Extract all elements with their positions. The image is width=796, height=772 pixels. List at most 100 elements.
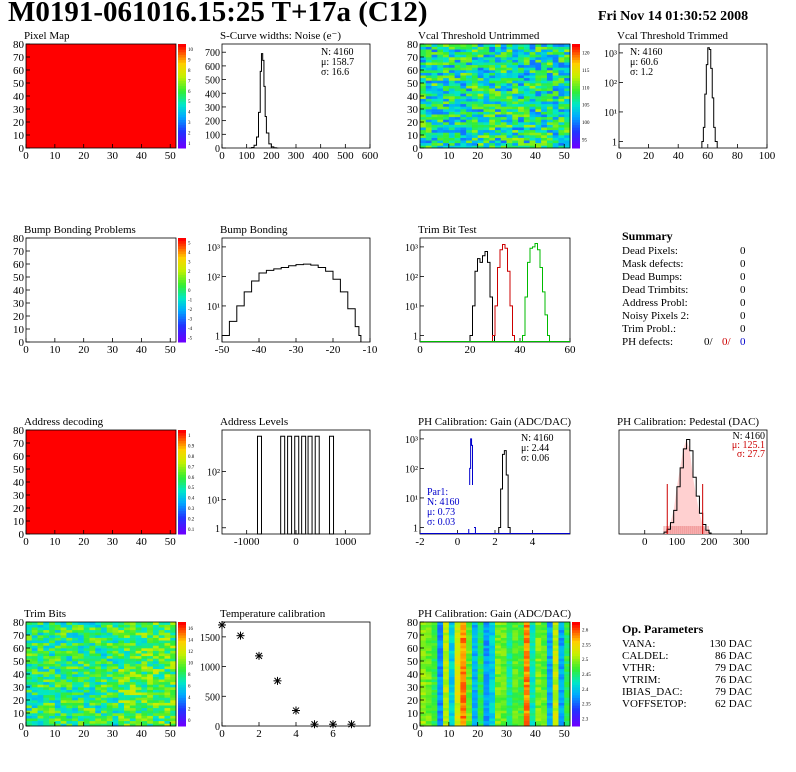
ph-defects-value: 0/: [722, 336, 731, 348]
heatmap-cell: [66, 645, 73, 649]
heatmap-cell: [431, 629, 438, 633]
heatmap-cell: [26, 666, 33, 670]
heatmap-cell: [118, 661, 125, 664]
heatmap-cell: [420, 694, 427, 698]
heatmap-cell: [31, 718, 38, 722]
heatmap-cell: [523, 44, 530, 47]
heatmap-cell: [529, 98, 536, 102]
heatmap-cell: [535, 90, 542, 94]
heatmap-cell: [471, 632, 478, 636]
heatmap-cell: [466, 707, 473, 711]
heatmap-cell: [129, 661, 136, 664]
series-line: [469, 250, 495, 342]
heatmap-cell: [471, 637, 478, 641]
heatmap-cell: [77, 632, 84, 636]
heatmap-cell: [523, 59, 530, 63]
heatmap-cell: [170, 640, 177, 644]
heatmap-cell: [437, 137, 444, 141]
heatmap-cell: [89, 632, 96, 636]
heatmap-cell: [89, 642, 96, 646]
y-tick-label: 70: [407, 52, 419, 64]
heatmap-cell: [443, 114, 450, 118]
heatmap-cell: [95, 707, 102, 711]
heatmap-cell: [448, 145, 455, 149]
heatmap-cell: [101, 668, 108, 672]
heatmap-cell: [101, 679, 108, 683]
heatmap-cell: [546, 80, 553, 84]
heatmap-cell: [425, 694, 432, 698]
heatmap-cell: [43, 692, 50, 696]
heatmap-cell: [72, 676, 79, 680]
heatmap-cell: [541, 72, 548, 76]
y-tick-label: 0: [215, 722, 220, 733]
heatmap-cell: [506, 687, 513, 690]
heatmap-cell: [483, 124, 490, 128]
heatmap-cell: [37, 629, 44, 633]
heatmap-cell: [523, 122, 530, 125]
heatmap-cell: [454, 674, 461, 677]
heatmap-cell: [420, 653, 427, 657]
heatmap-cell: [506, 62, 513, 66]
heatmap-cell: [31, 632, 38, 636]
heatmap-cell: [483, 59, 490, 63]
heatmap-cell: [506, 67, 513, 71]
heatmap-cell: [431, 124, 438, 128]
x-tick-label: 0: [616, 150, 622, 162]
colorbar-cell: [178, 471, 186, 475]
heatmap-cell: [500, 645, 507, 649]
colorbar-label: 2.45: [582, 673, 591, 678]
heatmap-cell: [95, 663, 102, 667]
heatmap-cell: [558, 705, 565, 709]
heatmap-cell: [152, 700, 159, 703]
heatmap-cell: [89, 694, 96, 698]
heatmap-cell: [112, 702, 119, 706]
heatmap-cell: [141, 637, 148, 641]
heatmap-cell: [448, 124, 455, 128]
heatmap-cell: [95, 655, 102, 659]
heatmap-cell: [535, 98, 542, 102]
heatmap-cell: [546, 44, 553, 47]
heatmap-cell: [489, 658, 496, 662]
heatmap-cell: [431, 72, 438, 76]
heatmap-cell: [118, 666, 125, 670]
heatmap-cell: [443, 122, 450, 125]
heatmap-cell: [541, 622, 548, 625]
heatmap-cell: [471, 111, 478, 115]
heatmap-cell: [546, 655, 553, 659]
heatmap-cell: [512, 93, 519, 97]
heatmap-cell: [552, 655, 559, 659]
colorbar-cell: [178, 482, 186, 486]
heatmap-cell: [564, 650, 571, 654]
heatmap-cell: [420, 96, 427, 99]
heatmap-cell: [118, 648, 125, 651]
x-tick-label: 20: [472, 728, 484, 740]
y-tick-label: 100: [205, 130, 220, 141]
heatmap-cell: [483, 627, 490, 631]
heatmap-cell: [500, 122, 507, 125]
heatmap-cell: [558, 135, 565, 138]
heatmap-cell: [420, 710, 427, 714]
heatmap-cell: [535, 684, 542, 688]
y-tick-label: 0: [19, 529, 25, 541]
heatmap-cell: [60, 629, 67, 633]
colorbar-cell: [178, 528, 186, 532]
heatmap-cell: [443, 718, 450, 722]
heatmap-cell: [31, 622, 38, 625]
colorbar-cell: [572, 64, 580, 68]
heatmap-cell: [466, 67, 473, 71]
heatmap-cell: [535, 718, 542, 722]
heatmap-cell: [564, 666, 571, 670]
heatmap-cell: [425, 137, 432, 141]
colorbar-cell: [178, 316, 186, 320]
heatmap-cell: [535, 655, 542, 659]
x-tick-label: 200: [263, 150, 280, 162]
heatmap-cell: [495, 51, 502, 55]
heatmap-cell: [158, 629, 165, 633]
heatmap-cell: [541, 720, 548, 724]
heatmap-cell: [425, 64, 432, 68]
heatmap-cell: [43, 629, 50, 633]
y-tick-label: 60: [13, 259, 25, 271]
colorbar-cell: [572, 111, 580, 115]
heatmap-cell: [558, 127, 565, 131]
heatmap-cell: [489, 132, 496, 136]
